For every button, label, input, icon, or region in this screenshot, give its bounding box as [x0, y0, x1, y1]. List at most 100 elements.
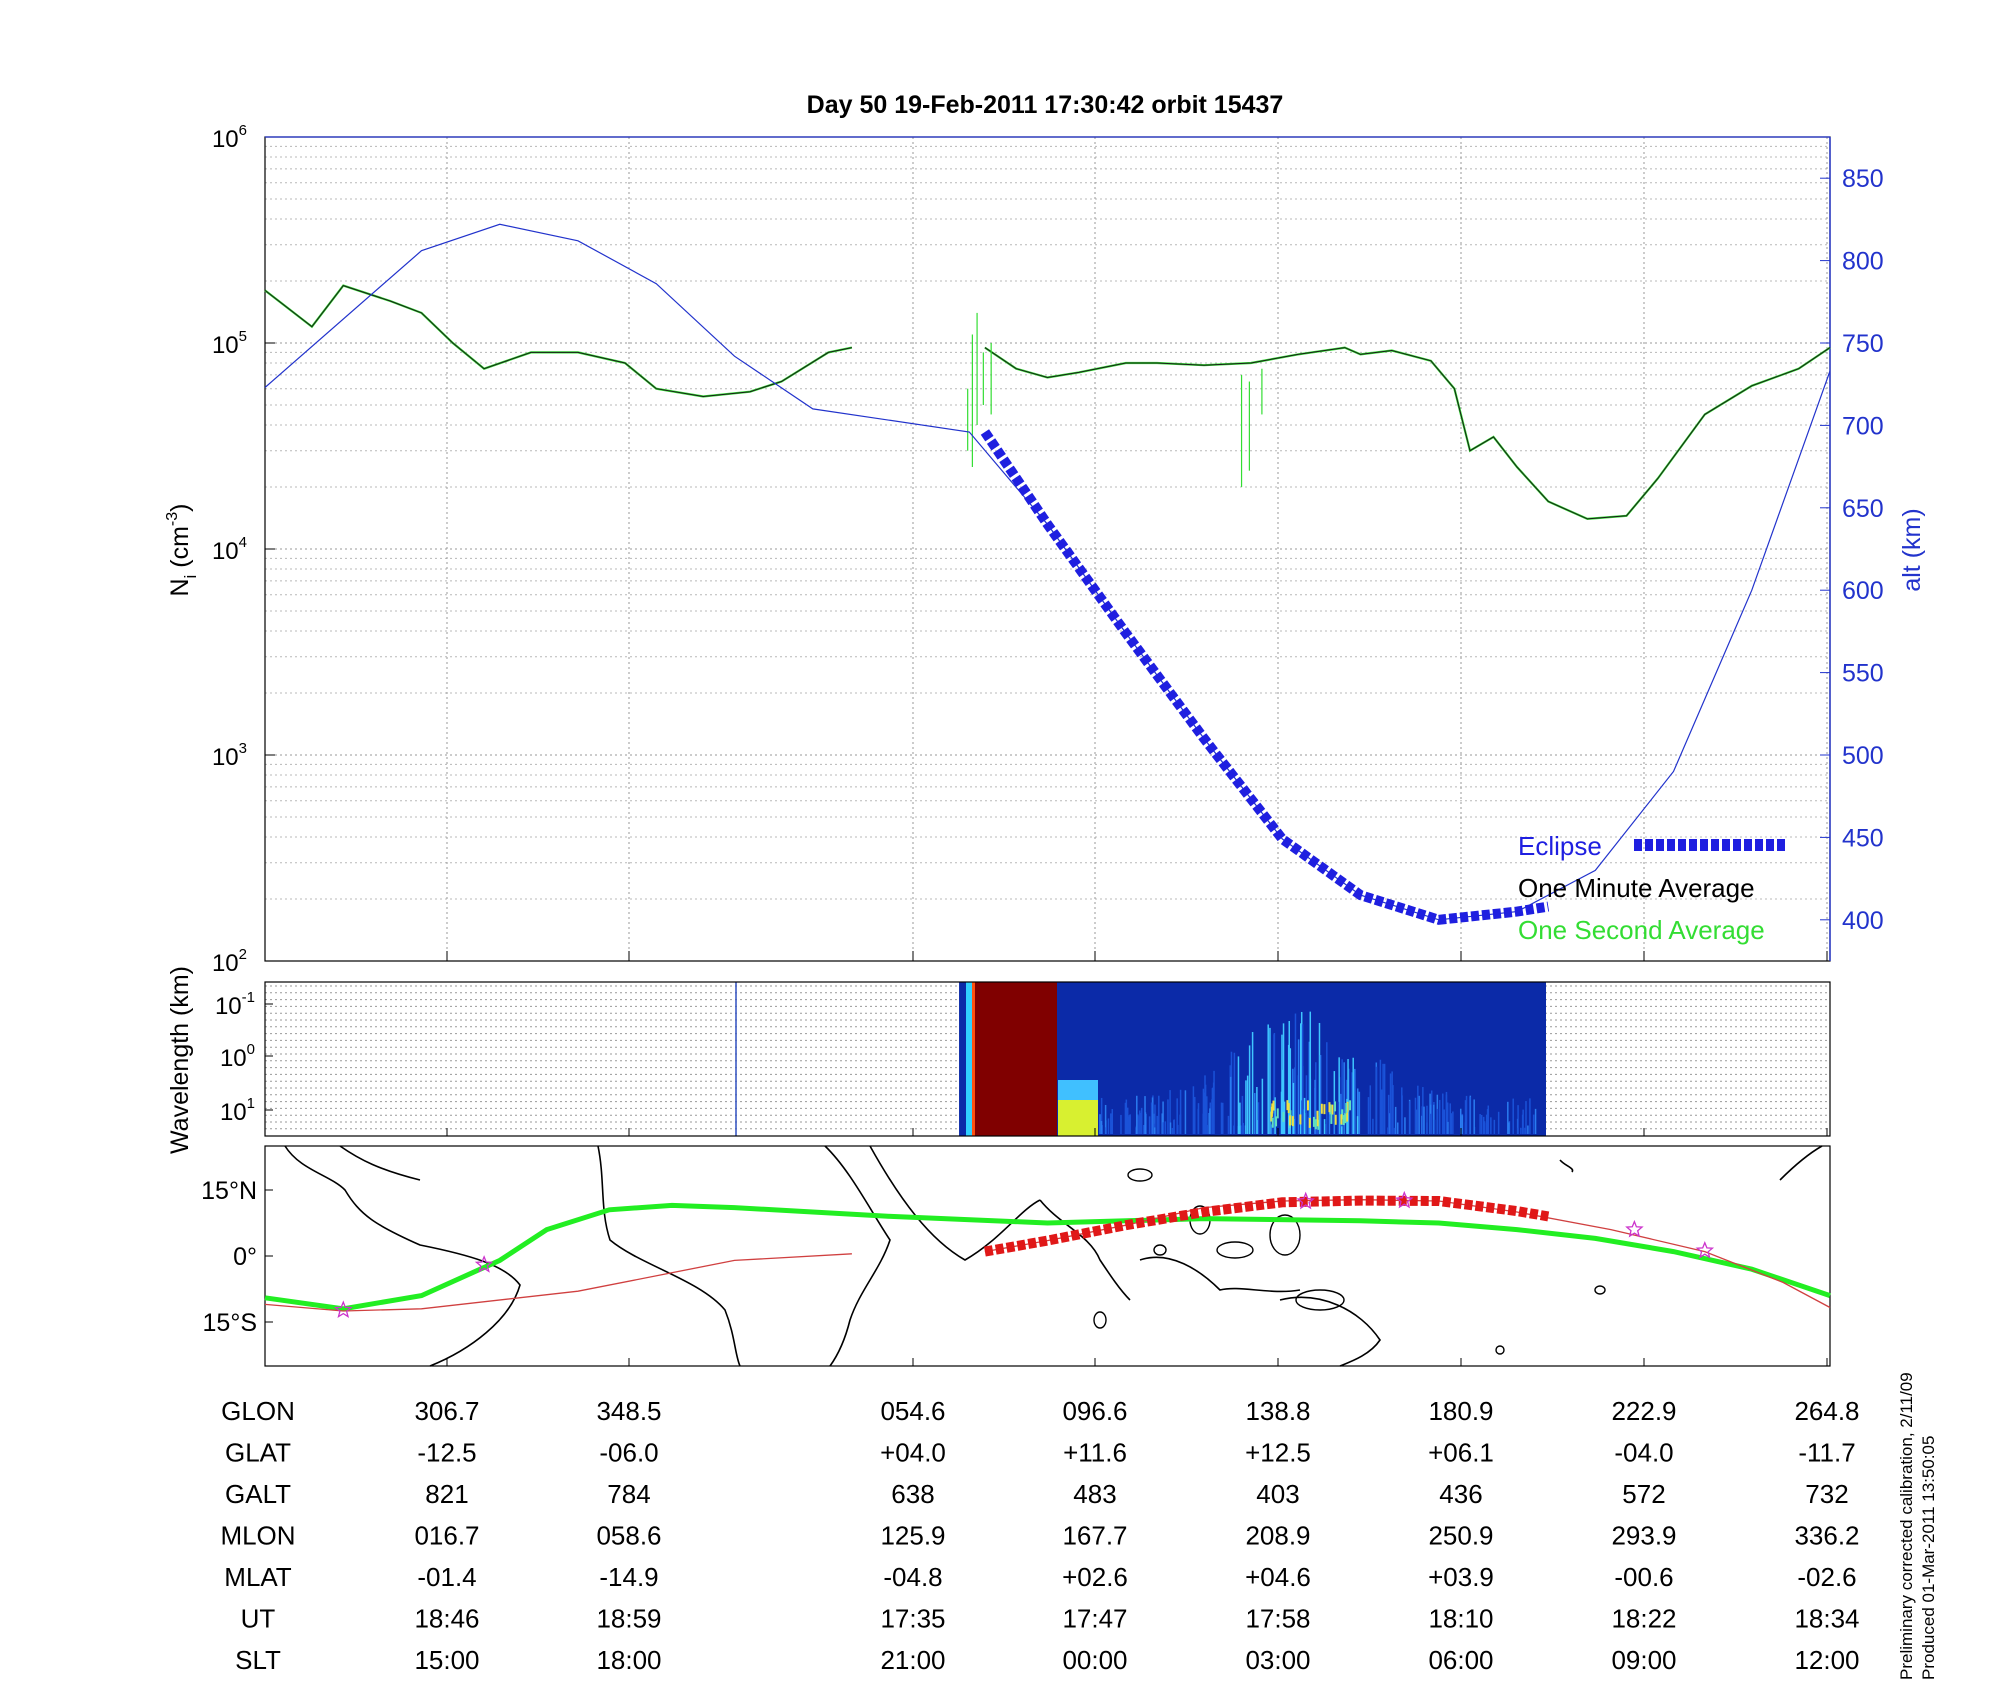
right-axis-label: alt (km) [1898, 508, 1926, 591]
spectrogram-peak [1288, 1115, 1291, 1126]
spectrogram-tick-label: 100 [220, 1041, 255, 1072]
spectrogram-peak [1314, 1119, 1317, 1130]
table-cell: 18:22 [1611, 1604, 1676, 1634]
island [1216, 1241, 1254, 1259]
tick-exponent: 1 [247, 1095, 255, 1112]
right-y-tick-label: 400 [1842, 907, 1884, 935]
tick-base: 10 [212, 538, 239, 565]
table-cell: 264.8 [1794, 1396, 1859, 1426]
spectrogram-peak [1286, 1100, 1289, 1111]
spectrogram-warm-patch [1058, 1080, 1098, 1100]
spectrogram-tick-label: 10-1 [215, 989, 255, 1020]
table-cell: 250.9 [1428, 1521, 1493, 1551]
table-cell: 09:00 [1611, 1645, 1676, 1675]
one-minute-average-line [984, 347, 1831, 520]
table-cell: 403 [1256, 1479, 1299, 1509]
table-cell: 06:00 [1428, 1645, 1493, 1675]
star-marker-icon [1625, 1219, 1644, 1238]
table-cell: 436 [1439, 1479, 1482, 1509]
table-cell: -12.5 [417, 1438, 476, 1468]
tick-exponent: 4 [239, 534, 247, 551]
spectrogram-peak [1320, 1103, 1323, 1114]
coastline [1279, 1296, 1381, 1367]
star-marker-icon [1695, 1240, 1715, 1259]
table-row-label: MLAT [224, 1562, 292, 1592]
map-lat-label: 0° [233, 1243, 257, 1271]
spectrogram-peak [1299, 1114, 1302, 1125]
table-row-label: GLON [221, 1396, 295, 1426]
one-second-average-line [984, 346, 1831, 521]
table-cell: 18:00 [596, 1645, 661, 1675]
tick-base: 10 [212, 950, 239, 977]
right-y-tick-label: 650 [1842, 495, 1884, 523]
spectrogram-peak [1291, 1116, 1294, 1127]
star-marker-icon [1395, 1190, 1414, 1209]
table-cell: 572 [1622, 1479, 1665, 1509]
table-cell: +03.9 [1428, 1562, 1494, 1592]
spectrogram-peak [1312, 1116, 1315, 1127]
spectrogram-peak [1330, 1113, 1333, 1124]
tick-base: 10 [212, 126, 239, 153]
spectrogram-peak [1287, 1103, 1290, 1114]
table-cell: 821 [425, 1479, 468, 1509]
eclipse-track-line [984, 1195, 1550, 1257]
ground-track-map-panel: 15°N 0° 15°S [201, 1145, 1831, 1367]
footnote-calibration: Preliminary corrected calibration, 2/11/… [1897, 1372, 1916, 1680]
right-y-tick-label: 550 [1842, 660, 1884, 688]
table-cell: 00:00 [1062, 1645, 1127, 1675]
spectrogram-peak [1331, 1104, 1334, 1115]
table-cell: 784 [607, 1479, 650, 1509]
tick-base: 10 [220, 1099, 247, 1126]
island [1594, 1285, 1606, 1295]
chart-title: Day 50 19-Feb-2011 17:30:42 orbit 15437 [807, 91, 1284, 119]
island [1153, 1244, 1167, 1256]
coastline [869, 1145, 1041, 1261]
table-cell: +11.6 [1063, 1438, 1127, 1468]
coastline [1779, 1145, 1823, 1181]
spectrogram-peak [1316, 1116, 1319, 1127]
y-axis-label: Ni (cm-3) [164, 503, 200, 596]
table-cell: 21:00 [880, 1645, 945, 1675]
island [1269, 1214, 1301, 1256]
spectrogram-peak [1272, 1100, 1275, 1111]
spectrogram-peak [1289, 1110, 1292, 1121]
eclipse-line [980, 429, 1550, 925]
magnetic-equator-line [264, 1202, 1831, 1312]
legend-second-label: One Second Average [1518, 915, 1765, 945]
table-cell: 096.6 [1062, 1396, 1127, 1426]
table-cell: -01.4 [417, 1562, 476, 1592]
table-cell: 18:46 [414, 1604, 479, 1634]
island [1127, 1168, 1153, 1182]
table-cell: 17:58 [1245, 1604, 1310, 1634]
table-cell: 058.6 [596, 1521, 661, 1551]
table-cell: 016.7 [414, 1521, 479, 1551]
table-cell: -11.7 [1798, 1438, 1855, 1468]
spectrogram-peak [1271, 1103, 1274, 1114]
table-cell: +06.1 [1428, 1438, 1494, 1468]
table-cell: 293.9 [1611, 1521, 1676, 1551]
tick-exponent: 3 [239, 740, 247, 757]
island [1495, 1345, 1505, 1355]
table-cell: +02.6 [1062, 1562, 1128, 1592]
table-cell: -14.9 [599, 1562, 658, 1592]
spectrogram-peak [1276, 1108, 1279, 1119]
tick-base: 10 [212, 332, 239, 359]
table-cell: +04.6 [1245, 1562, 1311, 1592]
y-tick-label: 104 [212, 534, 247, 565]
right-y-tick-label: 500 [1842, 742, 1884, 770]
ylabel-unit-exponent: -3 [164, 512, 181, 526]
table-cell: 18:59 [596, 1604, 661, 1634]
tick-exponent: 5 [239, 328, 247, 345]
table-cell: 732 [1805, 1479, 1848, 1509]
coastline [1139, 1256, 1301, 1293]
spectrogram-peak [1340, 1114, 1343, 1125]
table-cell: -04.8 [883, 1562, 942, 1592]
table-cell: +04.0 [880, 1438, 946, 1468]
spectrogram-peak [1275, 1116, 1278, 1127]
right-y-tick-label: 800 [1842, 248, 1884, 276]
right-y-tick-label: 600 [1842, 577, 1884, 605]
spectrogram-frame [264, 981, 1831, 1137]
coastline [284, 1145, 521, 1367]
ion-density-panel: 1021031041051064004505005506006507007508… [164, 122, 1926, 977]
ylabel-unit: (cm [166, 526, 194, 575]
